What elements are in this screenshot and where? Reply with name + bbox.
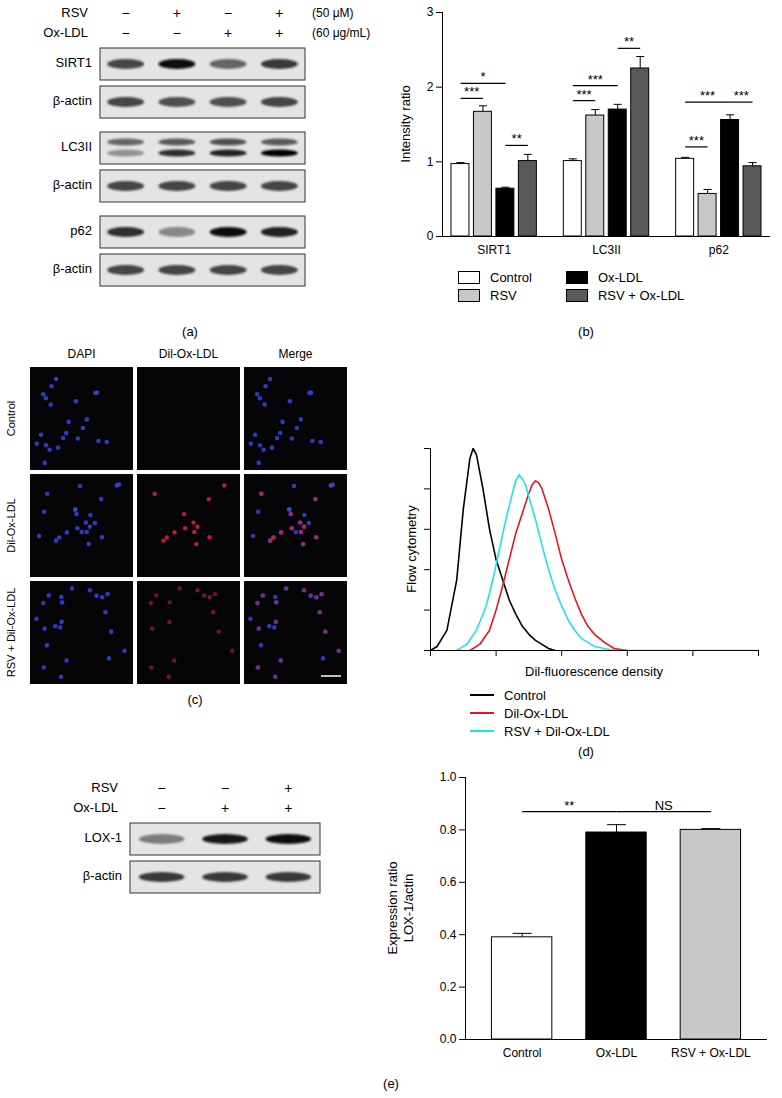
- html-text:Dil-Ox-LDL: Dil-Ox-LDL: [504, 705, 569, 721]
- svg-text:0.6: 0.6: [440, 875, 457, 889]
- svg-text:RSV: RSV: [91, 780, 118, 795]
- svg-text:−: −: [173, 25, 181, 41]
- html-text:RSV + Dil-Ox-LDL: RSV + Dil-Ox-LDL: [504, 723, 610, 739]
- svg-text:p62: p62: [709, 243, 729, 257]
- svg-text:Dil-Ox-LDL: Dil-Ox-LDL: [159, 347, 219, 361]
- svg-text:0.8: 0.8: [440, 823, 457, 837]
- svg-text:RSV: RSV: [61, 5, 88, 20]
- svg-text:***: ***: [576, 87, 591, 102]
- svg-text:***: ***: [689, 133, 704, 148]
- svg-text:**: **: [512, 131, 522, 146]
- svg-text:+: +: [224, 25, 232, 41]
- svg-text:β-actin: β-actin: [83, 868, 122, 883]
- svg-text:−: −: [122, 5, 130, 21]
- svg-text:***: ***: [588, 72, 603, 87]
- svg-text:+: +: [284, 780, 292, 796]
- html-text:(c): (c): [187, 692, 203, 708]
- svg-text:*: *: [480, 69, 485, 84]
- svg-text:1: 1: [427, 155, 434, 169]
- svg-text:LC3II: LC3II: [61, 139, 92, 154]
- svg-text:−: −: [158, 780, 166, 796]
- svg-text:(60 μg/mL): (60 μg/mL): [312, 26, 370, 40]
- svg-text:+: +: [284, 800, 292, 816]
- html-text:(a): (a): [182, 324, 198, 340]
- html-text:Dil-fluorescence density: Dil-fluorescence density: [525, 664, 663, 680]
- svg-text:RSV + Dil-Ox-LDL: RSV + Dil-Ox-LDL: [5, 588, 17, 678]
- html-text:(b): (b): [578, 324, 594, 340]
- html-text:RSV + Ox-LDL: RSV + Ox-LDL: [597, 287, 685, 303]
- svg-text:β-actin: β-actin: [53, 261, 92, 276]
- svg-text:0.2: 0.2: [440, 980, 457, 994]
- html-text:Intensity ratio: Intensity ratio: [398, 85, 414, 163]
- svg-text:***: ***: [700, 88, 715, 103]
- svg-text:p62: p62: [70, 223, 92, 238]
- svg-text:+: +: [173, 5, 181, 21]
- svg-text:−: −: [221, 780, 229, 796]
- svg-text:β-actin: β-actin: [53, 93, 92, 108]
- svg-text:LC3II: LC3II: [592, 243, 621, 257]
- svg-text:Control: Control: [5, 401, 17, 436]
- svg-text:2: 2: [427, 80, 434, 94]
- svg-text:NS: NS: [655, 798, 673, 813]
- svg-text:0: 0: [427, 229, 434, 243]
- svg-text:SIRT1: SIRT1: [55, 55, 92, 70]
- html-text:Flow cytometry: Flow cytometry: [404, 505, 420, 593]
- svg-text:***: ***: [464, 84, 479, 99]
- svg-text:1.0: 1.0: [440, 770, 457, 784]
- svg-text:Merge: Merge: [278, 347, 312, 361]
- svg-text:+: +: [275, 5, 283, 21]
- svg-text:+: +: [221, 800, 229, 816]
- html-text:Control: Control: [490, 269, 532, 285]
- svg-text:3: 3: [427, 5, 434, 19]
- svg-text:SIRT1: SIRT1: [477, 243, 511, 257]
- svg-text:−: −: [224, 5, 232, 21]
- svg-text:**: **: [624, 34, 634, 49]
- svg-text:−: −: [158, 800, 166, 816]
- svg-text:(50 μM): (50 μM): [312, 6, 354, 20]
- svg-text:β-actin: β-actin: [53, 177, 92, 192]
- svg-text:Ox-LDL: Ox-LDL: [73, 800, 118, 815]
- svg-text:0.4: 0.4: [440, 928, 457, 942]
- svg-text:−: −: [122, 25, 130, 41]
- svg-text:+: +: [275, 25, 283, 41]
- html-text:Expression ratio LOX-1/actin: Expression ratio LOX-1/actin: [385, 861, 416, 955]
- svg-text:***: ***: [734, 88, 749, 103]
- html-text:(e): (e): [383, 1076, 399, 1092]
- svg-text:Ox-LDL: Ox-LDL: [43, 25, 88, 40]
- svg-text:Dil-Ox-LDL: Dil-Ox-LDL: [5, 498, 17, 552]
- html-text:(d): (d): [578, 744, 594, 760]
- svg-text:DAPI: DAPI: [67, 347, 95, 361]
- html-text:RSV: RSV: [490, 287, 517, 303]
- svg-text:Ox-LDL: Ox-LDL: [596, 1046, 638, 1060]
- svg-text:LOX-1: LOX-1: [84, 830, 122, 845]
- svg-text:0.0: 0.0: [440, 1032, 457, 1046]
- svg-text:**: **: [564, 798, 574, 813]
- svg-text:RSV + Ox-LDL: RSV + Ox-LDL: [671, 1046, 751, 1060]
- html-text:Control: Control: [504, 687, 546, 703]
- html-text:Ox-LDL: Ox-LDL: [597, 269, 643, 285]
- svg-text:Control: Control: [503, 1046, 542, 1060]
